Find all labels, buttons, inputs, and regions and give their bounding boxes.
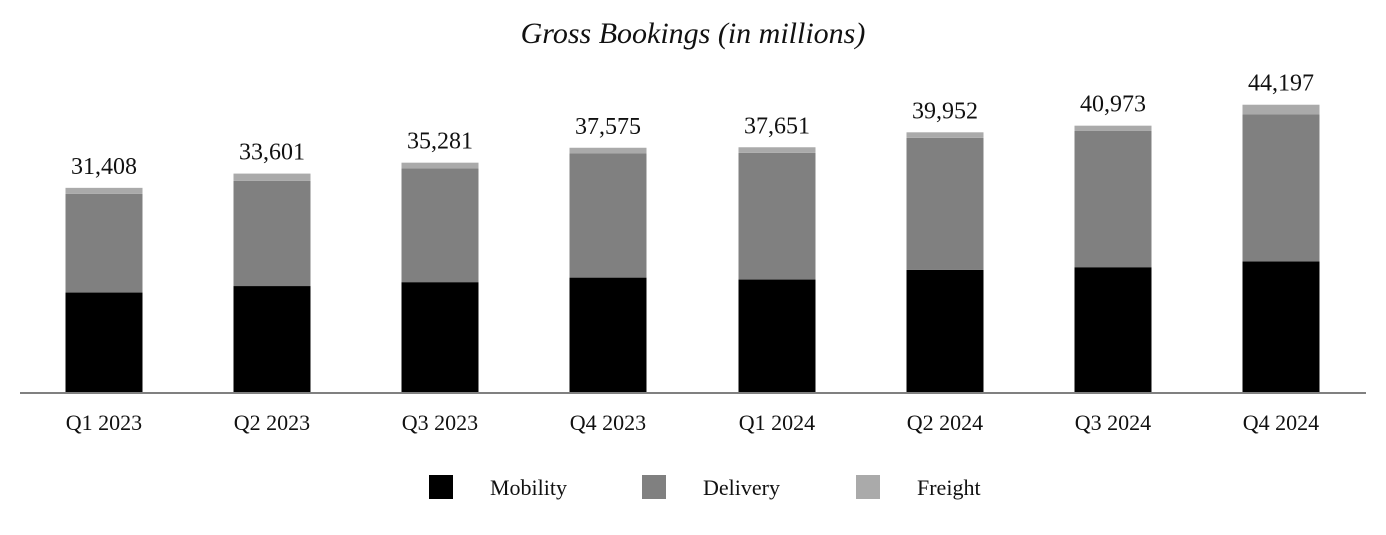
- x-tick-labels: Q1 2023 Q2 2023 Q3 2023 Q4 2023 Q1 2024 Q2 20…: [66, 410, 1319, 435]
- bar-delivery-q4-2023: [569, 153, 647, 278]
- bar-freight-q4-2023: [569, 147, 647, 154]
- total-label-q1-2024: 37,651: [744, 113, 810, 139]
- legend-swatch-mobility: [429, 475, 453, 499]
- total-labels-layer: 31,408 33,601 35,281 37,575 37,651 39,952 40,9…: [71, 71, 1314, 180]
- bar-mobility-q3-2023: [401, 282, 479, 392]
- bar-delivery-q3-2023: [401, 168, 479, 283]
- bar-delivery-q1-2024: [738, 152, 816, 280]
- x-tick-label-q2-2023: Q2 2023: [234, 410, 310, 435]
- bar-mobility-q4-2024: [1242, 261, 1320, 392]
- bar-mobility-q3-2024: [1074, 267, 1152, 392]
- total-label-q2-2023: 33,601: [239, 140, 305, 166]
- bar-delivery-q4-2024: [1242, 114, 1320, 262]
- bar-delivery-q2-2024: [906, 137, 984, 270]
- legend-swatch-freight: [856, 475, 880, 499]
- x-tick-label-q4-2023: Q4 2023: [570, 410, 646, 435]
- total-label-q3-2023: 35,281: [407, 129, 473, 155]
- bar-freight-q3-2023: [401, 162, 479, 169]
- bar-freight-q3-2024: [1074, 125, 1152, 131]
- bar-freight-q2-2024: [906, 132, 984, 138]
- legend-label-freight: Freight: [917, 475, 981, 500]
- bar-mobility-q1-2023: [65, 292, 143, 392]
- legend: Mobility Delivery Freight: [429, 475, 981, 500]
- legend-swatch-delivery: [642, 475, 666, 499]
- bar-freight-q2-2023: [233, 173, 311, 181]
- total-label-q2-2024: 39,952: [912, 98, 978, 124]
- total-label-q3-2024: 40,973: [1080, 92, 1146, 118]
- x-tick-label-q4-2024: Q4 2024: [1243, 410, 1319, 435]
- chart-title: Gross Bookings (in millions): [521, 17, 866, 50]
- x-tick-label-q1-2023: Q1 2023: [66, 410, 142, 435]
- legend-label-mobility: Mobility: [490, 475, 567, 500]
- x-tick-label-q3-2024: Q3 2024: [1075, 410, 1151, 435]
- bar-mobility-q4-2023: [569, 277, 647, 392]
- bars-layer: [65, 104, 1320, 392]
- x-tick-label-q3-2023: Q3 2023: [402, 410, 478, 435]
- x-tick-label-q1-2024: Q1 2024: [739, 410, 815, 435]
- total-label-q4-2023: 37,575: [575, 114, 641, 140]
- bar-delivery-q2-2023: [233, 180, 311, 287]
- bar-freight-q1-2024: [738, 147, 816, 153]
- bar-freight-q1-2023: [65, 187, 143, 194]
- legend-label-delivery: Delivery: [703, 475, 780, 500]
- x-tick-label-q2-2024: Q2 2024: [907, 410, 983, 435]
- bar-mobility-q2-2023: [233, 286, 311, 392]
- total-label-q1-2023: 31,408: [71, 154, 137, 180]
- bar-delivery-q1-2023: [65, 193, 143, 293]
- total-label-q4-2024: 44,197: [1248, 71, 1314, 97]
- bar-mobility-q2-2024: [906, 269, 984, 392]
- bar-freight-q4-2024: [1242, 104, 1320, 115]
- bar-delivery-q3-2024: [1074, 130, 1152, 268]
- bar-mobility-q1-2024: [738, 279, 816, 392]
